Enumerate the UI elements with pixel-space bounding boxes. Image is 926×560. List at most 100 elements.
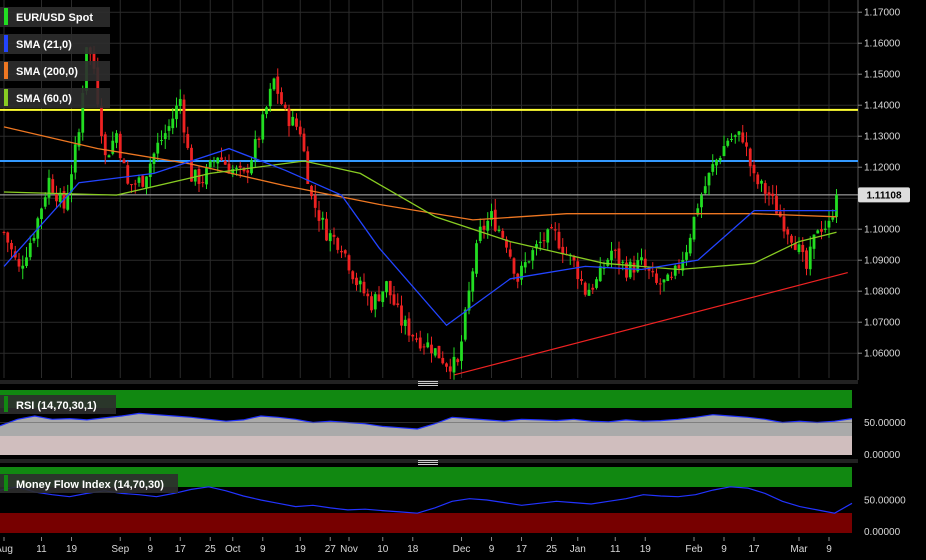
candle-body xyxy=(115,133,118,143)
candle-body xyxy=(392,294,396,305)
candle-body xyxy=(527,261,531,263)
candle-body xyxy=(718,157,722,161)
rsi-area xyxy=(0,412,853,455)
candle-body xyxy=(141,175,145,187)
candle-body xyxy=(685,252,688,260)
candle-body xyxy=(790,235,793,243)
candle-body xyxy=(647,267,651,271)
price-axis-label: 1.13000 xyxy=(864,132,901,143)
legend-sma200-label: SMA (200,0) xyxy=(16,66,78,78)
candle-body xyxy=(21,265,25,269)
x-axis-label: 10 xyxy=(377,544,389,555)
candle-body xyxy=(17,259,21,267)
candle-body xyxy=(43,197,47,207)
candle-body xyxy=(561,246,565,255)
candle-body xyxy=(741,132,745,143)
price-axis-label: 1.17000 xyxy=(864,8,901,19)
price-axis-label: 1.09000 xyxy=(864,256,901,267)
candle-body xyxy=(471,271,475,292)
candle-body xyxy=(171,118,175,129)
legend-mfi: Money Flow Index (14,70,30) xyxy=(0,474,178,493)
candle-body xyxy=(133,183,137,185)
x-axis-label: 17 xyxy=(516,544,528,555)
candle-body xyxy=(216,157,220,164)
candle-body xyxy=(651,271,655,273)
x-axis-label: 17 xyxy=(175,544,187,555)
x-axis-label: 9 xyxy=(260,544,266,555)
candle-body xyxy=(111,140,115,154)
candle-body xyxy=(835,194,838,218)
x-axis-label: Feb xyxy=(685,544,703,555)
candle-body xyxy=(347,255,351,271)
candle-body xyxy=(692,216,696,240)
candle-body xyxy=(58,192,62,203)
x-axis-label: Mar xyxy=(790,544,808,555)
candle-body xyxy=(103,134,107,156)
candle-body xyxy=(6,232,10,243)
candle-body xyxy=(553,229,557,231)
sma200-line xyxy=(3,126,837,221)
candle-body xyxy=(201,182,205,184)
x-axis-label: 27 xyxy=(325,544,337,555)
candle-body xyxy=(47,177,51,198)
candle-body xyxy=(430,344,433,354)
candle-body xyxy=(355,277,358,286)
candle-body xyxy=(272,78,276,90)
candle-body xyxy=(358,280,362,285)
pane-divider-mfi[interactable] xyxy=(0,459,858,465)
candle-body xyxy=(823,228,827,230)
candle-body xyxy=(167,126,171,131)
candle-body xyxy=(550,227,553,229)
sma21-line xyxy=(3,147,837,327)
price-grid xyxy=(0,0,859,380)
candle-body xyxy=(40,208,43,220)
candle-body xyxy=(805,250,808,269)
candle-body xyxy=(580,279,583,281)
price-axis-label: 1.16000 xyxy=(864,39,901,50)
candle-body xyxy=(257,138,261,141)
candle-body xyxy=(812,234,816,249)
x-axis-label: 9 xyxy=(721,544,727,555)
pane-divider-rsi[interactable] xyxy=(0,380,858,386)
price-axis-label: 1.12000 xyxy=(864,163,901,174)
candle-body xyxy=(208,160,212,168)
candle-body xyxy=(370,296,373,311)
candle-body xyxy=(760,180,763,184)
candle-body xyxy=(595,279,598,288)
candle-body xyxy=(418,337,422,349)
candle-body xyxy=(763,183,767,194)
candle-body xyxy=(490,211,493,220)
candle-body xyxy=(610,250,613,261)
candle-body xyxy=(313,195,317,208)
candle-body xyxy=(726,140,730,146)
candle-body xyxy=(707,172,711,186)
candle-body xyxy=(632,262,636,273)
candle-body xyxy=(118,133,122,159)
candle-body xyxy=(227,163,231,174)
candle-body xyxy=(253,139,257,160)
candle-body xyxy=(771,193,775,197)
candle-body xyxy=(576,261,580,280)
candle-body xyxy=(351,271,355,280)
mfi-series xyxy=(0,486,853,514)
mfi-upper-zone xyxy=(0,467,852,487)
candle-body xyxy=(92,52,96,69)
candle-body xyxy=(231,168,235,175)
x-axis-label: 18 xyxy=(407,544,419,555)
candle-body xyxy=(366,293,370,297)
legend-rsi-label: RSI (14,70,30,1) xyxy=(16,400,97,412)
price-axis-label: 1.06000 xyxy=(864,349,901,360)
candle-body xyxy=(696,208,700,215)
candle-body xyxy=(238,165,242,168)
candle-body xyxy=(640,257,643,261)
candle-body xyxy=(733,135,737,137)
candle-body xyxy=(403,319,407,326)
candle-body xyxy=(2,232,6,234)
x-axis-label: 25 xyxy=(205,544,217,555)
candle-body xyxy=(28,242,32,258)
price-axis-label: 1.07000 xyxy=(864,318,901,329)
candle-body xyxy=(531,250,535,261)
legend-price: EUR/USD Spot xyxy=(0,7,110,27)
candle-body xyxy=(396,303,400,305)
